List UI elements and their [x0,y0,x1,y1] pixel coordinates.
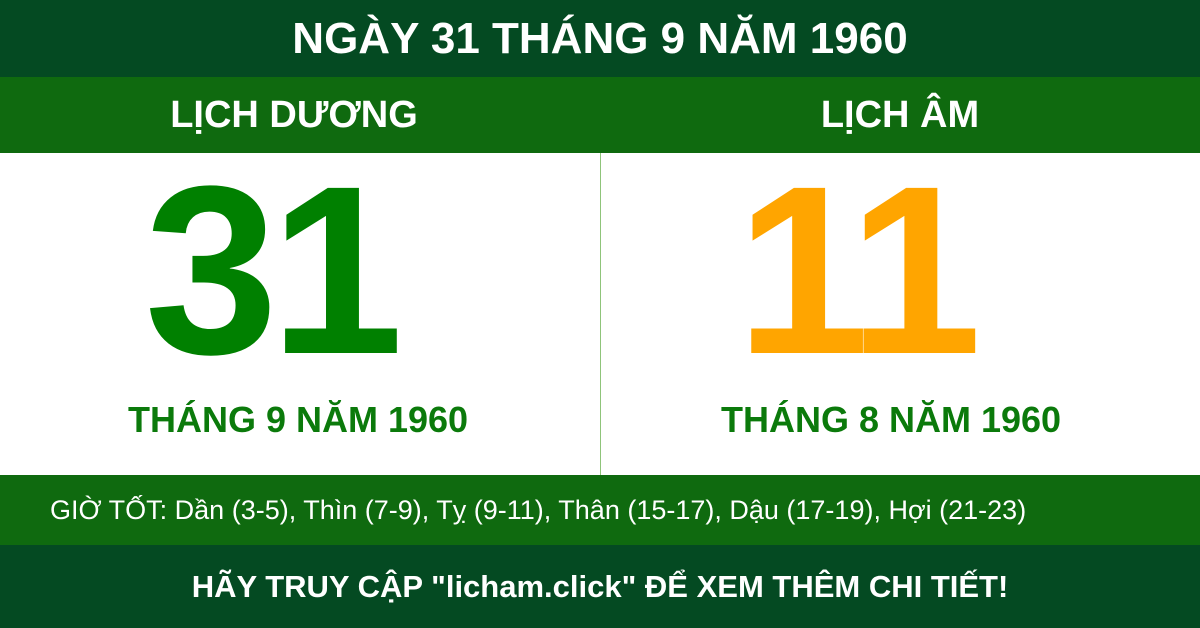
solar-month-year: THÁNG 9 NĂM 1960 [127,399,469,440]
lunar-header: LỊCH ÂM [820,94,980,136]
calendar-headers: LỊCH DƯƠNG LỊCH ÂM [0,77,1200,153]
footer-cta: HÃY TRUY CẬP "licham.click" ĐỂ XEM THÊM … [0,545,1200,628]
solar-day: 31 [144,136,404,404]
lunar-column [600,153,1200,475]
lunar-month-year: THÁNG 8 NĂM 1960 [720,399,1062,440]
lunar-day: 11 [736,136,982,404]
good-hours: GIỜ TỐT: Dần (3-5), Thìn (7-9), Tỵ (9-11… [0,475,1200,545]
page-title: NGÀY 31 THÁNG 9 NĂM 1960 [0,0,1200,77]
solar-header: LỊCH DƯƠNG [170,94,418,136]
